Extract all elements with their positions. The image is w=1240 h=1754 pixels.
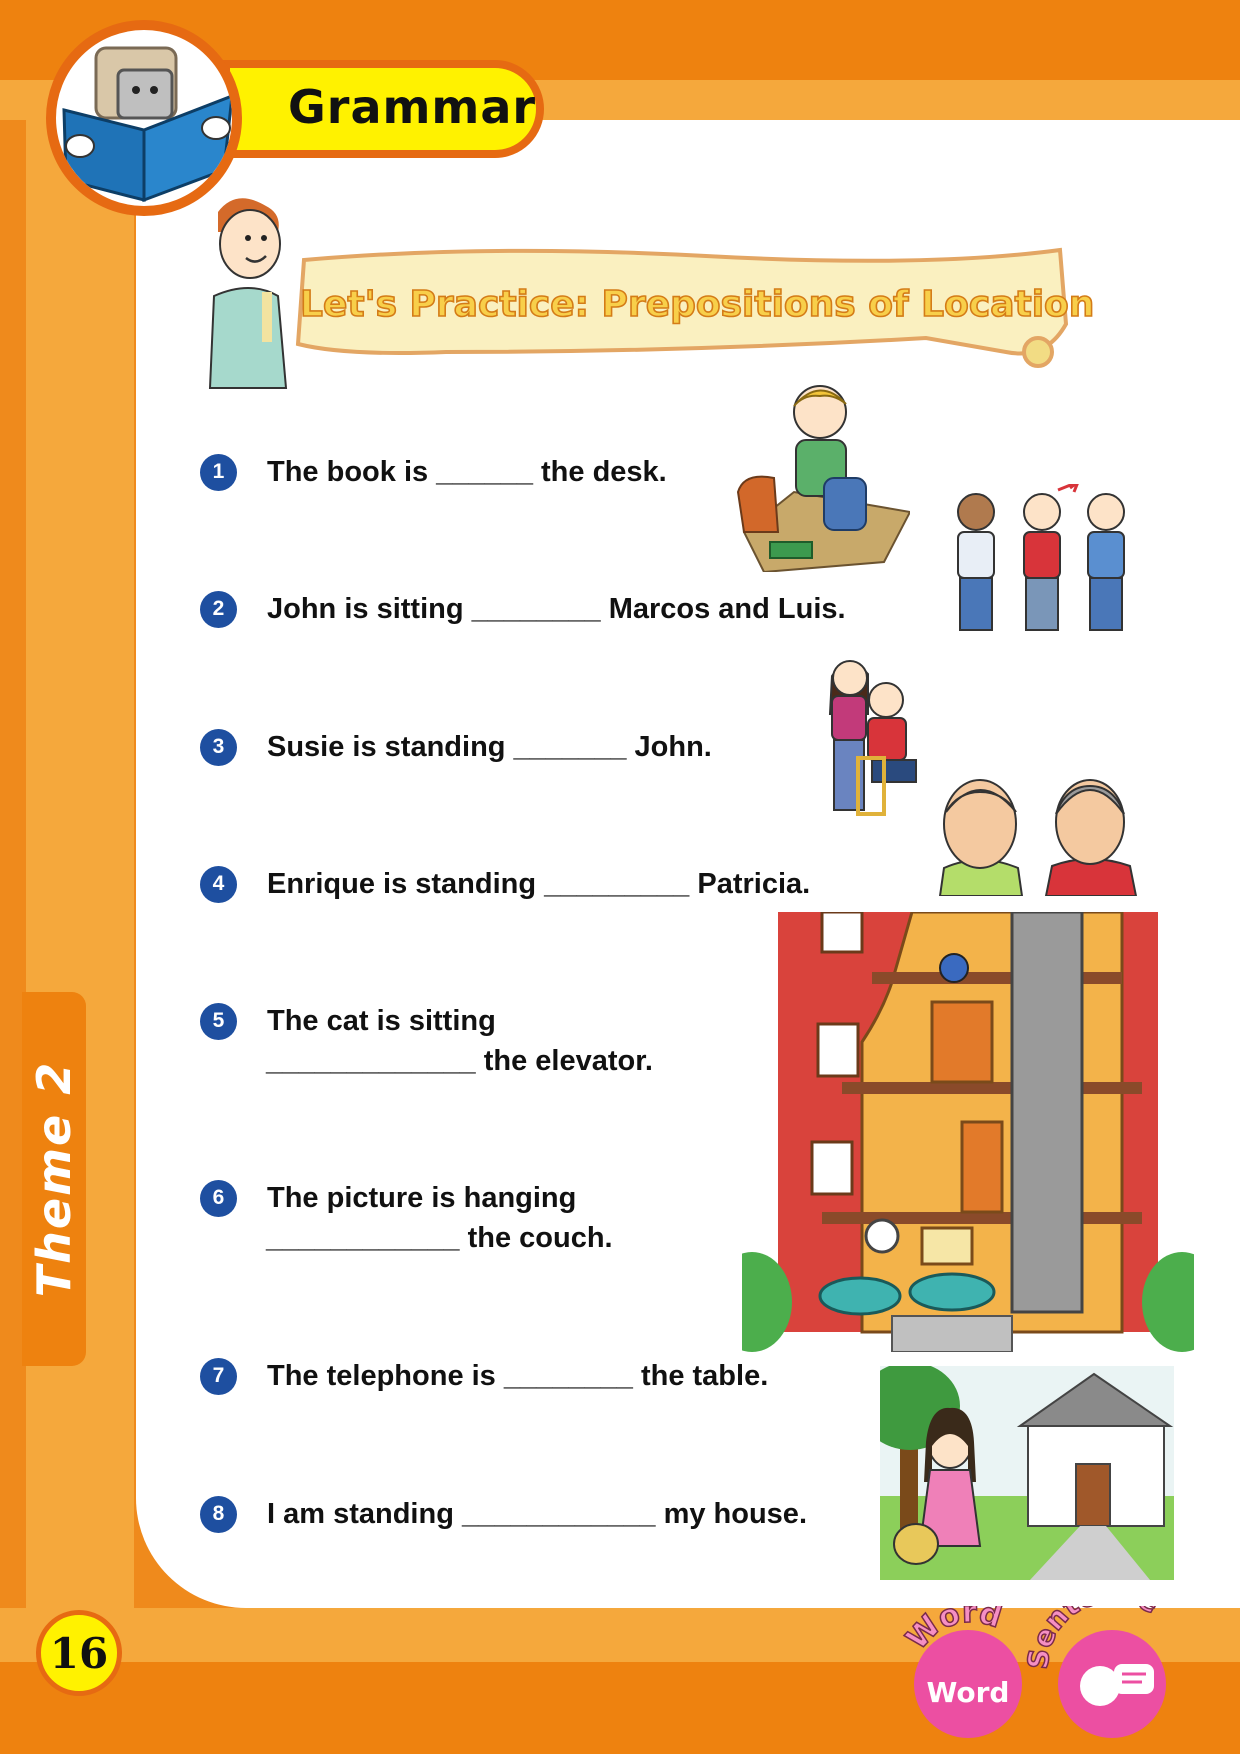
exercise-sentence: The cat is sitting <box>267 1005 496 1037</box>
theme-tab <box>22 992 86 1366</box>
banner-scroll <box>295 247 1069 368</box>
exercise-sentence: John is sitting ________ Marcos and Luis… <box>267 593 846 625</box>
exercise-sentence: The picture is hanging <box>267 1182 577 1214</box>
exercise-row-7: 7 The telephone is ________ the table. <box>200 1356 768 1396</box>
exercise-number-badge: 4 <box>200 865 237 903</box>
bottom-border-strip <box>0 1608 1240 1662</box>
exercise-number-badge: 6 <box>200 1179 237 1217</box>
reading-character-illustration <box>62 46 232 203</box>
exercise-number-badge: 8 <box>200 1495 237 1533</box>
speech-bubble-icon <box>1080 1664 1154 1706</box>
exercise-row-3: 3 Susie is standing _______ John. <box>200 727 712 767</box>
susie-and-john-illustration <box>828 660 917 816</box>
girl-and-house-illustration <box>880 1366 1174 1580</box>
word-badge-inner-label: Word <box>927 1676 1010 1709</box>
reading-character-logo <box>46 20 242 216</box>
exercise-sentence-continuation: ____________ the couch. <box>266 1222 613 1254</box>
page-number-badge <box>36 1610 122 1696</box>
exercise-sentence: The telephone is ________ the table. <box>267 1360 769 1392</box>
boy-character-illustration <box>208 198 288 389</box>
exercise-row-5: 5 The cat is sitting <box>200 1001 496 1041</box>
exercise-sentence: Susie is standing _______ John. <box>267 731 712 763</box>
word-sentence-badges: Word Word Sentence <box>902 1606 1166 1738</box>
exercise-number-badge: 7 <box>200 1357 237 1395</box>
exercise-row-1: 1 The book is ______ the desk. <box>200 452 667 492</box>
left-border-strip <box>26 80 134 1660</box>
exercise-number-badge: 5 <box>200 1002 237 1040</box>
section-title: Grammar <box>288 80 537 134</box>
page-number: 16 <box>49 1628 109 1678</box>
banner-title: Let's Practice: Prepositions of Location <box>299 283 1095 326</box>
grandparents-illustration <box>938 779 1138 896</box>
word-badge-circle <box>914 1630 1022 1738</box>
exercise-row-8: 8 I am standing ____________ my house. <box>200 1494 807 1534</box>
exercise-sentence: The book is ______ the desk. <box>267 456 667 488</box>
exercise-sentence: I am standing ____________ my house. <box>267 1498 807 1530</box>
apartment-building-illustration <box>742 912 1194 1352</box>
exercise-row-6: 6 The picture is hanging <box>200 1178 576 1218</box>
boy-at-desk-illustration <box>736 385 910 572</box>
exercise-number-badge: 1 <box>200 453 237 491</box>
exercise-sentence-continuation: _____________ the elevator. <box>266 1045 653 1077</box>
exercise-number-badge: 2 <box>200 590 237 628</box>
exercise-number-badge: 3 <box>200 728 237 766</box>
theme-label: Theme 2 <box>27 1060 81 1298</box>
three-boys-sitting-illustration <box>957 484 1125 631</box>
section-title-pill <box>222 60 544 158</box>
exercise-row-4: 4 Enrique is standing _________ Patricia… <box>200 864 810 904</box>
exercise-sentence: Enrique is standing _________ Patricia. <box>267 868 811 900</box>
bottom-border-band <box>0 1662 1240 1754</box>
exercise-row-2: 2 John is sitting ________ Marcos and Lu… <box>200 589 846 629</box>
